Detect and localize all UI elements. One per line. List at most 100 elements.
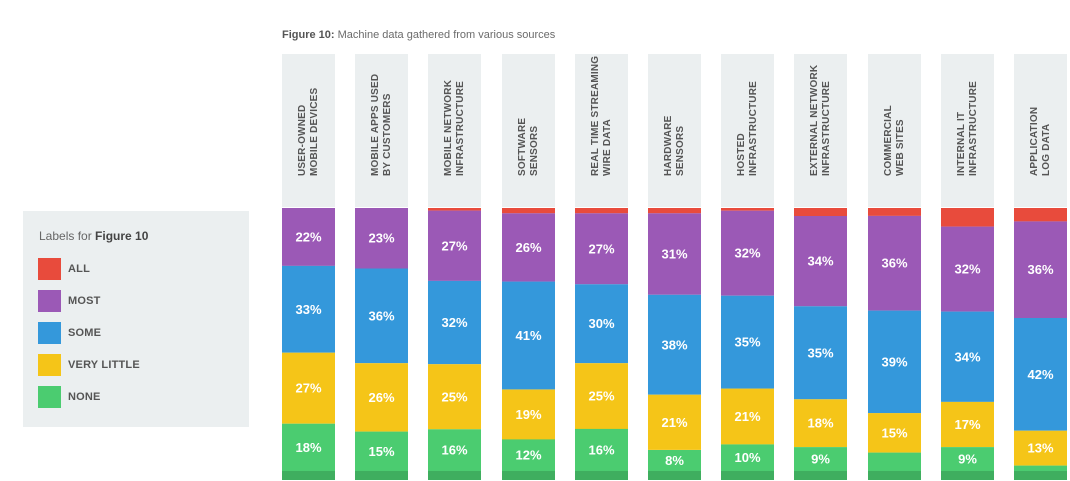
data-label: 36% — [881, 256, 907, 271]
bar-segment — [355, 268, 408, 364]
bar-segment — [648, 208, 701, 214]
bar-segment — [648, 450, 701, 471]
bar-segment — [794, 306, 847, 400]
data-label: 15% — [368, 444, 394, 459]
category-header: HARDWARE SENSORS — [648, 54, 701, 207]
bar-segment — [428, 280, 481, 365]
data-label: 16% — [441, 443, 467, 458]
data-label: 31% — [661, 247, 687, 262]
category-header: INTERNAL IT INFRASTRUCTURE — [941, 54, 994, 207]
category-header: HOSTED INFRASTRUCTURE — [721, 54, 774, 207]
bar-segment — [648, 213, 701, 295]
bar-segment — [648, 394, 701, 450]
bar-segment — [721, 208, 774, 211]
data-label: 32% — [954, 262, 980, 277]
bar-segment — [794, 216, 847, 307]
category-header: REAL TIME STREAMING WIRE DATA — [575, 54, 628, 207]
bar-segment — [428, 210, 481, 281]
figure-title: Figure 10: Machine data gathered from va… — [282, 29, 555, 41]
data-label: 36% — [368, 308, 394, 323]
bar-segment — [1014, 208, 1067, 222]
data-label: 39% — [881, 354, 907, 369]
data-label: 13% — [1027, 441, 1053, 456]
bar-segment — [941, 447, 994, 471]
figure-title-prefix: Figure 10: — [282, 29, 335, 41]
data-label: 26% — [368, 390, 394, 405]
bar-segment — [575, 428, 628, 471]
bar-base — [282, 471, 335, 480]
data-label: 22% — [295, 229, 321, 244]
legend-heading-strong: Figure 10 — [95, 229, 149, 243]
bar-segment — [868, 310, 921, 414]
data-label: 42% — [1027, 367, 1053, 382]
data-label: 32% — [734, 246, 760, 261]
legend-heading-prefix: Labels for — [39, 229, 96, 243]
data-label: 26% — [515, 240, 541, 255]
bar-segment — [941, 226, 994, 312]
data-label: 17% — [954, 417, 980, 432]
bar-segment — [355, 208, 408, 269]
bar-segment — [1014, 465, 1067, 471]
bar-segment — [721, 295, 774, 389]
bar-segment — [428, 208, 481, 211]
data-label: 30% — [588, 316, 614, 331]
data-label: 25% — [441, 389, 467, 404]
bar-segment — [868, 413, 921, 453]
data-label: 21% — [661, 415, 687, 430]
data-label: 41% — [515, 328, 541, 343]
category-header: USER-OWNED MOBILE DEVICES — [282, 54, 335, 207]
legend-heading: Labels for Figure 10 — [39, 229, 148, 243]
bar-base — [502, 471, 555, 480]
data-label: 12% — [515, 448, 541, 463]
legend-label: NONE — [68, 391, 101, 403]
bar-segment — [941, 208, 994, 227]
legend-label: ALL — [68, 263, 90, 275]
bar-base — [428, 471, 481, 480]
bar-base — [648, 471, 701, 480]
legend-label: MOST — [68, 295, 101, 307]
data-label: 10% — [734, 450, 760, 465]
data-label: 16% — [588, 443, 614, 458]
bar-segment — [575, 363, 628, 429]
bar-base — [355, 471, 408, 480]
data-label: 8% — [665, 453, 684, 468]
category-header: EXTERNAL NETWORK INFRASTRUCTURE — [794, 54, 847, 207]
category-header: MOBILE NETWORK INFRASTRUCTURE — [428, 54, 481, 207]
data-label: 35% — [734, 335, 760, 350]
data-label: 27% — [295, 381, 321, 396]
data-label: 27% — [588, 241, 614, 256]
data-label: 36% — [1027, 262, 1053, 277]
data-label: 38% — [661, 337, 687, 352]
bar-base — [575, 471, 628, 480]
bar-base — [721, 471, 774, 480]
data-label: 18% — [807, 416, 833, 431]
data-label: 27% — [441, 238, 467, 253]
bar-segment — [575, 213, 628, 285]
bar-segment — [794, 399, 847, 448]
bar-segment — [502, 208, 555, 214]
data-label: 25% — [588, 389, 614, 404]
bar-base — [941, 471, 994, 480]
data-label: 18% — [295, 440, 321, 455]
bar-segment — [941, 401, 994, 448]
data-label: 23% — [368, 231, 394, 246]
bar-segment — [282, 423, 335, 471]
bar-segment — [282, 265, 335, 353]
bar-segment — [502, 281, 555, 390]
bar-segment — [355, 363, 408, 432]
bar-segment — [428, 364, 481, 430]
bar-segment — [1014, 221, 1067, 318]
category-header: MOBILE APPS USED BY CUSTOMERS — [355, 54, 408, 207]
data-label: 33% — [295, 302, 321, 317]
legend-swatch — [38, 354, 61, 376]
bar-segment — [868, 452, 921, 471]
legend-swatch — [38, 258, 61, 280]
data-label: 15% — [881, 425, 907, 440]
bar-segment — [1014, 430, 1067, 466]
bar-segment — [282, 352, 335, 424]
legend-swatch — [38, 386, 61, 408]
data-label: 34% — [954, 349, 980, 364]
data-label: 35% — [807, 345, 833, 360]
bar-segment — [355, 431, 408, 472]
legend-label: SOME — [68, 327, 102, 339]
